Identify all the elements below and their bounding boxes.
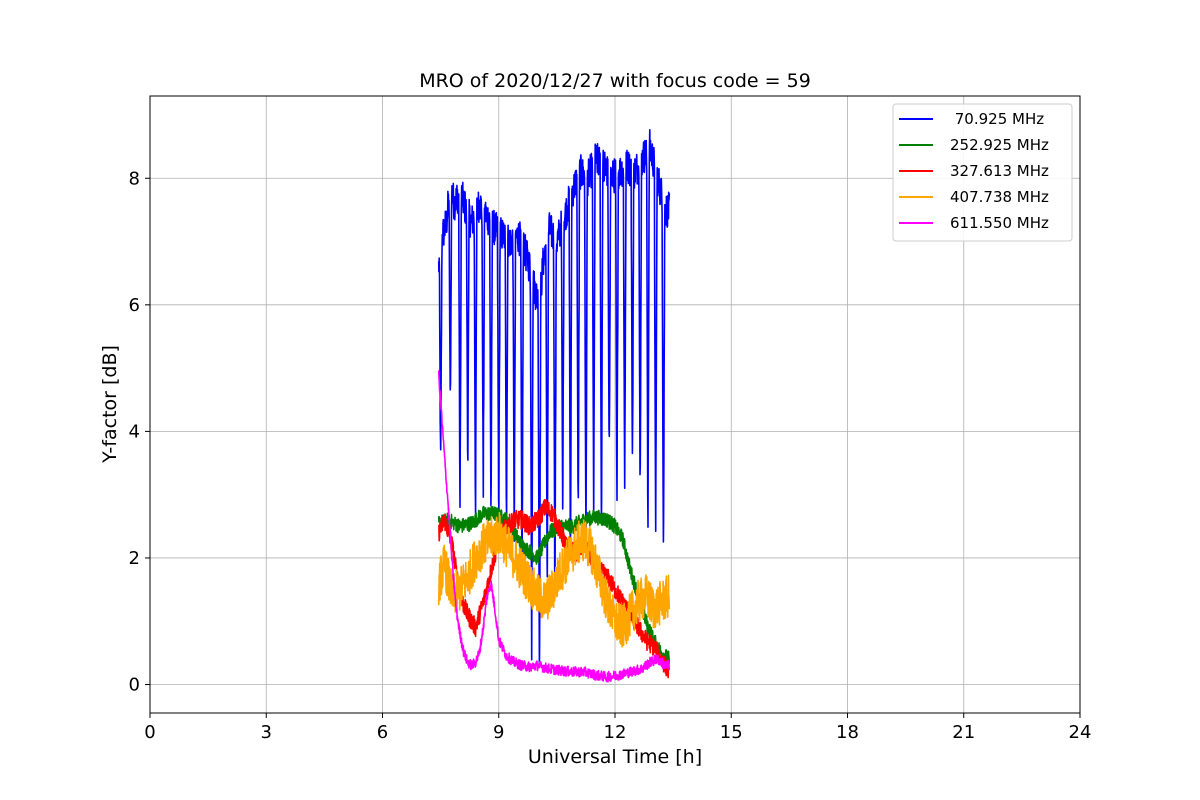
legend-label: 327.613 MHz: [950, 162, 1049, 180]
chart-title: MRO of 2020/12/27 with focus code = 59: [419, 70, 811, 92]
y-tick-label: 2: [129, 548, 140, 569]
x-tick-label: 15: [720, 722, 743, 743]
x-tick-label: 18: [836, 722, 859, 743]
x-axis-label: Universal Time [h]: [528, 746, 702, 768]
x-tick-label: 0: [144, 722, 155, 743]
y-tick-label: 4: [129, 421, 140, 442]
series-line-0: [437, 129, 671, 669]
x-tick-label: 24: [1069, 722, 1092, 743]
x-tick-label: 21: [952, 722, 975, 743]
x-tick-label: 3: [261, 722, 272, 743]
y-tick-label: 6: [129, 295, 140, 316]
legend-box: [892, 103, 1073, 242]
series-layer: [437, 129, 671, 683]
legend-label: 252.925 MHz: [950, 136, 1049, 154]
legend-label: 611.550 MHz: [950, 214, 1049, 232]
y-tick-label: 0: [129, 675, 140, 696]
legend: 70.925 MHz 252.925 MHz 327.613 MHz 407.738 …: [892, 103, 1073, 242]
series-line-4: [437, 370, 671, 683]
x-tick-label: 6: [377, 722, 388, 743]
x-tick-label: 12: [604, 722, 627, 743]
legend-label: 407.738 MHz: [950, 188, 1049, 206]
y-axis-label: Y-factor [dB]: [99, 345, 121, 464]
series-line-3: [437, 511, 671, 648]
x-tick-label: 9: [493, 722, 504, 743]
legend-label: 70.925 MHz: [950, 110, 1044, 128]
y-tick-label: 8: [129, 168, 140, 189]
